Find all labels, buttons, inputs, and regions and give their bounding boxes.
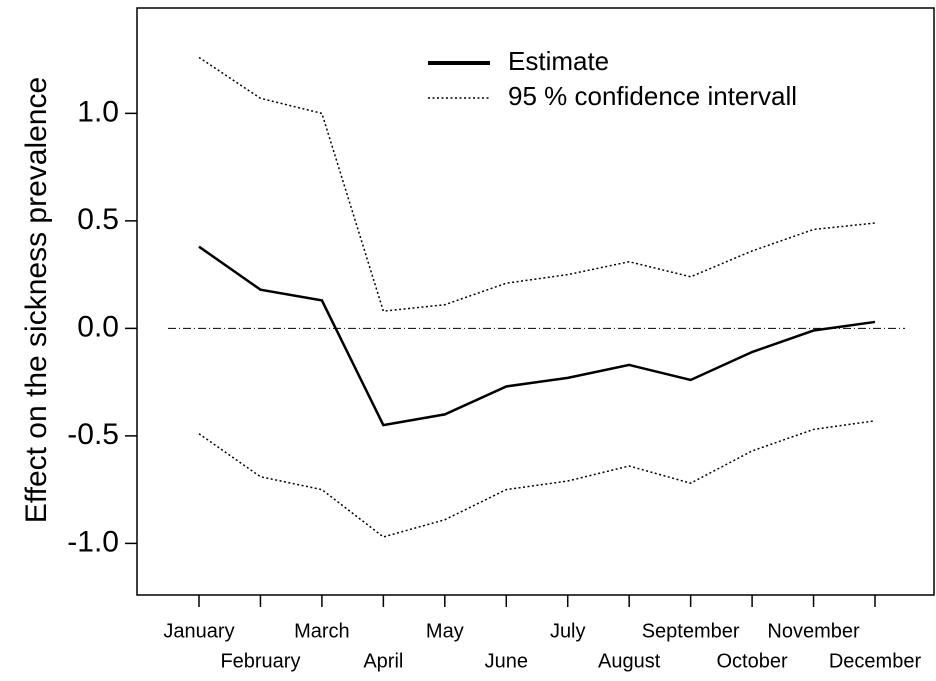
- x-tick-label: May: [426, 620, 464, 642]
- x-tick-label: August: [598, 650, 661, 672]
- data-line: [198, 245, 876, 427]
- x-tick-label: April: [363, 650, 403, 672]
- legend-label: Estimate: [508, 46, 609, 76]
- x-tick-label: January: [163, 620, 234, 642]
- x-tick-label: December: [829, 650, 922, 672]
- x-tick-label: July: [550, 620, 586, 642]
- x-tick-label: June: [485, 650, 528, 672]
- data-line: [198, 56, 876, 312]
- y-tick-label: 0.5: [77, 203, 119, 236]
- x-tick-label: November: [767, 620, 860, 642]
- y-axis-label: Effect on the sickness prevalence: [20, 77, 53, 523]
- x-tick-label: October: [717, 650, 788, 672]
- legend-label: 95 % confidence intervall: [508, 81, 797, 111]
- x-tick-label: March: [294, 620, 350, 642]
- y-tick-label: 0.0: [77, 310, 119, 343]
- y-tick-label: -0.5: [67, 418, 119, 451]
- x-tick-label: February: [220, 650, 300, 672]
- y-tick-label: -1.0: [67, 525, 119, 558]
- x-tick-label: September: [642, 620, 740, 642]
- y-tick-label: 1.0: [77, 95, 119, 128]
- plot-frame: [136, 7, 935, 596]
- data-line: [198, 420, 876, 538]
